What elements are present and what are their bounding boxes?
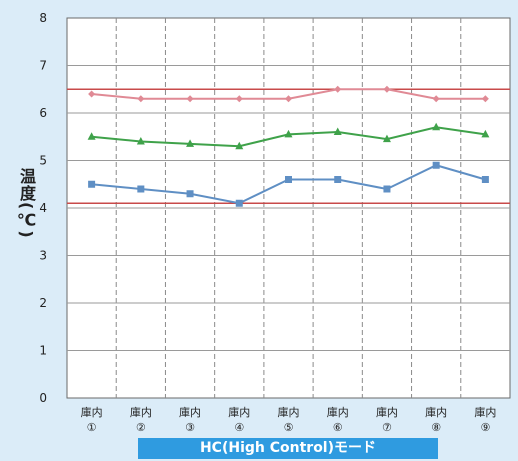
data-point-triangle [481, 129, 490, 138]
x-category-label: 庫内 [130, 405, 152, 419]
x-category-label: 庫内 [425, 405, 447, 419]
x-category-number: ④ [234, 421, 244, 434]
data-point-square [137, 185, 145, 193]
data-point-diamond [334, 85, 342, 93]
x-category-number: ⑧ [431, 421, 441, 434]
y-tick-label: 8 [39, 11, 47, 25]
data-point-triangle [333, 127, 342, 135]
x-category-label: 庫内 [278, 405, 300, 419]
x-category-number: ② [136, 421, 146, 434]
y-tick-label: 5 [39, 154, 47, 168]
data-point-square [334, 176, 342, 183]
data-point-triangle [284, 129, 293, 138]
y-tick-label: 0 [39, 391, 47, 405]
data-point-triangle [235, 141, 244, 150]
x-category-number: ③ [185, 421, 195, 434]
x-category-number: ① [87, 421, 97, 434]
data-point-diamond [383, 85, 391, 93]
x-category-label: 庫内 [376, 405, 398, 419]
x-category-label: 庫内 [474, 405, 496, 419]
x-category-number: ⑨ [480, 421, 490, 434]
y-tick-label: 2 [39, 296, 47, 310]
data-point-diamond [432, 95, 440, 103]
data-point-square [481, 176, 489, 183]
data-point-square [432, 161, 440, 169]
data-point-square [285, 176, 292, 183]
y-tick-label: 7 [39, 59, 47, 73]
x-category-label: 庫内 [327, 405, 349, 419]
data-point-diamond [481, 95, 489, 103]
data-point-square [88, 180, 96, 188]
data-point-diamond [285, 95, 292, 103]
x-category-number: ⑤ [284, 421, 294, 434]
data-point-triangle [432, 122, 441, 131]
y-tick-label: 1 [39, 344, 47, 358]
x-category-label: 庫内 [228, 405, 250, 419]
x-category-number: ⑦ [382, 421, 392, 434]
data-point-diamond [235, 95, 243, 103]
data-point-square [383, 185, 391, 193]
data-point-triangle [87, 132, 96, 140]
data-point-square [235, 199, 243, 207]
data-point-diamond [88, 90, 96, 98]
data-point-triangle [186, 139, 195, 147]
data-point-diamond [186, 95, 194, 103]
mode-banner: HC(High Control)モード [138, 438, 438, 459]
data-point-diamond [137, 95, 145, 103]
data-point-square [186, 190, 194, 198]
y-tick-label: 4 [39, 201, 47, 215]
y-tick-label: 6 [39, 106, 47, 120]
y-tick-label: 3 [39, 249, 47, 263]
x-category-label: 庫内 [179, 405, 201, 419]
y-axis-label: 温度(℃) [17, 168, 36, 239]
data-point-triangle [136, 137, 145, 145]
x-category-label: 庫内 [81, 405, 103, 419]
data-point-triangle [382, 134, 391, 143]
x-category-number: ⑥ [333, 421, 343, 434]
